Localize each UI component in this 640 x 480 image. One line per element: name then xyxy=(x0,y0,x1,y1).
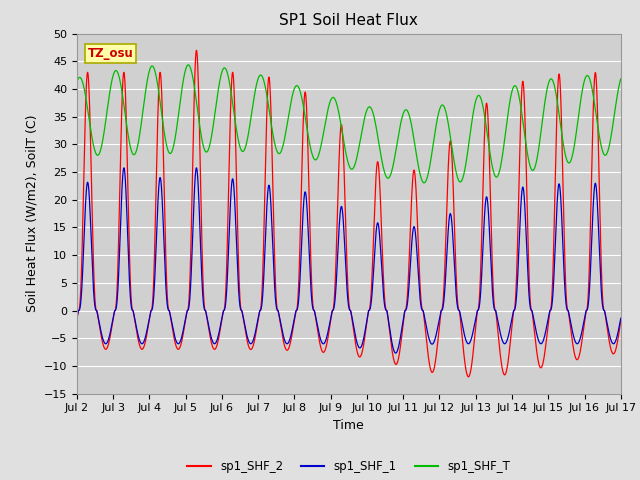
sp1_SHF_2 xyxy=(278,330,286,336)
Line: sp1_SHF_1: sp1_SHF_1 xyxy=(77,168,621,353)
sp1_SHF_2 xyxy=(200,284,207,289)
X-axis label: Time: Time xyxy=(333,419,364,432)
Text: TZ_osu: TZ_osu xyxy=(88,47,133,60)
sp1_SHF_1 xyxy=(200,298,207,304)
sp1_SHF_T xyxy=(184,62,192,68)
sp1_SHF_2 xyxy=(202,311,210,316)
sp1_SHF_T xyxy=(617,76,625,82)
sp1_SHF_2 xyxy=(193,48,200,53)
sp1_SHF_2 xyxy=(617,317,625,323)
sp1_SHF_T xyxy=(612,96,620,102)
sp1_SHF_1 xyxy=(202,310,210,316)
sp1_SHF_T xyxy=(202,149,210,155)
sp1_SHF_T xyxy=(420,180,428,186)
sp1_SHF_T xyxy=(317,144,324,150)
Legend: sp1_SHF_2, sp1_SHF_1, sp1_SHF_T: sp1_SHF_2, sp1_SHF_1, sp1_SHF_T xyxy=(182,455,515,478)
sp1_SHF_T xyxy=(73,79,81,85)
Line: sp1_SHF_T: sp1_SHF_T xyxy=(77,65,621,183)
Title: SP1 Soil Heat Flux: SP1 Soil Heat Flux xyxy=(280,13,418,28)
sp1_SHF_T xyxy=(200,143,207,148)
sp1_SHF_1 xyxy=(617,315,625,321)
Line: sp1_SHF_2: sp1_SHF_2 xyxy=(77,50,621,377)
Y-axis label: Soil Heat Flux (W/m2), SoilT (C): Soil Heat Flux (W/m2), SoilT (C) xyxy=(25,115,38,312)
sp1_SHF_1 xyxy=(317,336,324,342)
sp1_SHF_1 xyxy=(612,335,620,341)
sp1_SHF_2 xyxy=(465,374,472,380)
sp1_SHF_2 xyxy=(73,317,81,323)
sp1_SHF_1 xyxy=(73,315,81,321)
sp1_SHF_2 xyxy=(205,327,212,333)
sp1_SHF_T xyxy=(205,145,212,151)
sp1_SHF_2 xyxy=(612,343,620,349)
sp1_SHF_1 xyxy=(392,350,399,356)
sp1_SHF_2 xyxy=(317,344,324,350)
sp1_SHF_1 xyxy=(120,165,128,171)
sp1_SHF_1 xyxy=(278,327,286,333)
sp1_SHF_T xyxy=(278,146,286,152)
sp1_SHF_1 xyxy=(205,324,212,330)
